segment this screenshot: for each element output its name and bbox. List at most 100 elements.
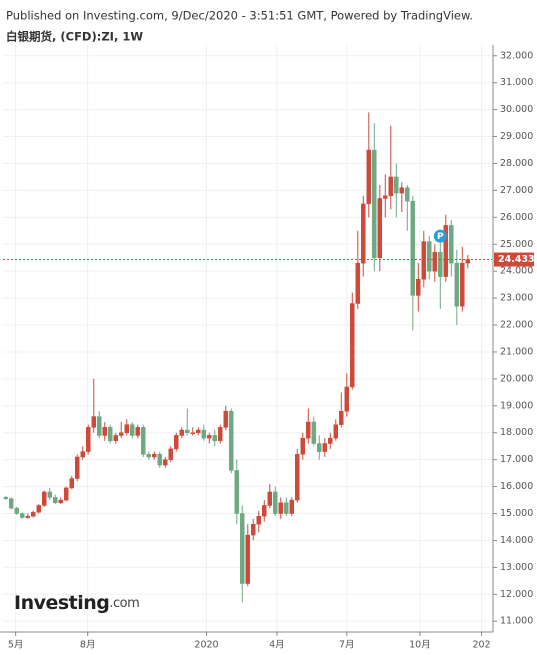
- candle-body: [135, 427, 141, 436]
- candle-body: [196, 429, 201, 433]
- y-tick-label: 11.000: [500, 616, 533, 627]
- candle-body: [119, 432, 124, 436]
- candle-body: [218, 427, 223, 442]
- y-tick-label: 12.000: [500, 589, 533, 600]
- candle-body: [152, 454, 157, 458]
- candle-body: [64, 487, 69, 501]
- y-tick-label: 16.000: [500, 481, 533, 492]
- y-tick-label: 27.000: [500, 185, 533, 196]
- candle-body: [454, 262, 460, 307]
- candle-body: [361, 203, 366, 264]
- candle-body: [339, 410, 344, 425]
- candle-body: [377, 198, 383, 258]
- candle-body: [416, 279, 421, 296]
- candle-body: [256, 515, 262, 525]
- candle-body: [284, 502, 289, 514]
- candle-body: [163, 459, 168, 466]
- y-tick-label: 26.000: [500, 212, 533, 223]
- candle-body: [394, 176, 399, 194]
- candle-body: [14, 507, 20, 514]
- x-tick-label: 4月: [269, 640, 285, 651]
- candle-body: [438, 252, 443, 277]
- candle-body: [168, 448, 174, 460]
- candle-body: [273, 491, 278, 514]
- marker-badge: [433, 229, 447, 243]
- last-price-box: [494, 252, 534, 267]
- candle-body: [174, 435, 179, 450]
- candle-body: [245, 534, 251, 584]
- candle-body: [317, 443, 322, 452]
- candle-body: [383, 195, 388, 199]
- candle-body: [36, 505, 42, 513]
- candle-body: [278, 502, 284, 514]
- candle-body: [449, 225, 454, 264]
- candle-body: [185, 429, 190, 433]
- logo-main: Investing: [14, 592, 109, 614]
- candle-body: [322, 443, 328, 452]
- candle-body: [3, 497, 9, 499]
- candle-body: [9, 498, 14, 509]
- candle-body: [113, 435, 119, 442]
- plot: [3, 112, 471, 603]
- candle-body: [146, 454, 152, 458]
- published-note: Published on Investing.com, 9/Dec/2020 -…: [6, 9, 473, 23]
- y-tick-label: 31.000: [500, 77, 533, 88]
- candle-body: [421, 241, 427, 280]
- logo: Investing.com: [14, 592, 139, 614]
- candle-body: [25, 515, 31, 518]
- candle-body: [300, 437, 306, 455]
- candle-body: [295, 454, 300, 501]
- x-tick-label: 7月: [339, 640, 355, 651]
- y-tick-label: 25.000: [500, 239, 533, 250]
- candle-body: [53, 497, 58, 504]
- candle-body: [157, 454, 163, 466]
- y-tick-label: 23.000: [500, 293, 533, 304]
- candle-body: [130, 424, 135, 436]
- candle-body: [465, 259, 471, 264]
- chart-title: 白银期货, (CFD):ZI, 1W: [6, 30, 143, 44]
- x-tick-label: 10月: [409, 640, 431, 651]
- grid: [3, 45, 492, 632]
- x-tick-label: 8月: [80, 640, 96, 651]
- candle-body: [388, 176, 394, 197]
- y-tick-label: 21.000: [500, 346, 533, 357]
- y-tick-label: 28.000: [500, 158, 533, 169]
- y-tick-label: 29.000: [500, 131, 533, 142]
- candle-body: [443, 225, 449, 277]
- candle-body: [460, 262, 465, 307]
- y-tick-label: 19.000: [500, 400, 533, 411]
- candle-body: [86, 427, 91, 452]
- candle-body: [399, 187, 405, 194]
- candle-body: [108, 427, 113, 442]
- candle-body: [344, 386, 350, 412]
- candle-body: [267, 491, 273, 506]
- candle-body: [42, 491, 47, 506]
- candle-body: [124, 424, 130, 433]
- logo-suffix: .com: [109, 596, 139, 611]
- candle-body: [311, 421, 317, 444]
- candle-body: [141, 427, 146, 455]
- y-tick-label: 17.000: [500, 454, 533, 465]
- candle-body: [91, 416, 97, 428]
- y-tick-label: 24.000: [500, 266, 533, 277]
- x-tick-label: 2020: [194, 640, 218, 651]
- y-tick-label: 14.000: [500, 535, 533, 546]
- candle-body: [240, 513, 245, 584]
- candle-body: [207, 435, 212, 439]
- candle-body: [405, 187, 410, 202]
- candle-body: [212, 435, 218, 442]
- y-tick-label: 20.000: [500, 373, 533, 384]
- candle-body: [102, 427, 108, 436]
- candle-body: [179, 429, 185, 436]
- candle-body: [234, 470, 240, 514]
- candle-body: [58, 499, 64, 504]
- candle-body: [223, 410, 229, 428]
- candle-body: [410, 200, 416, 296]
- x-tick-label: 5月: [8, 640, 24, 651]
- candle-body: [47, 491, 53, 498]
- candle-body: [229, 410, 234, 471]
- candle-body: [289, 499, 295, 514]
